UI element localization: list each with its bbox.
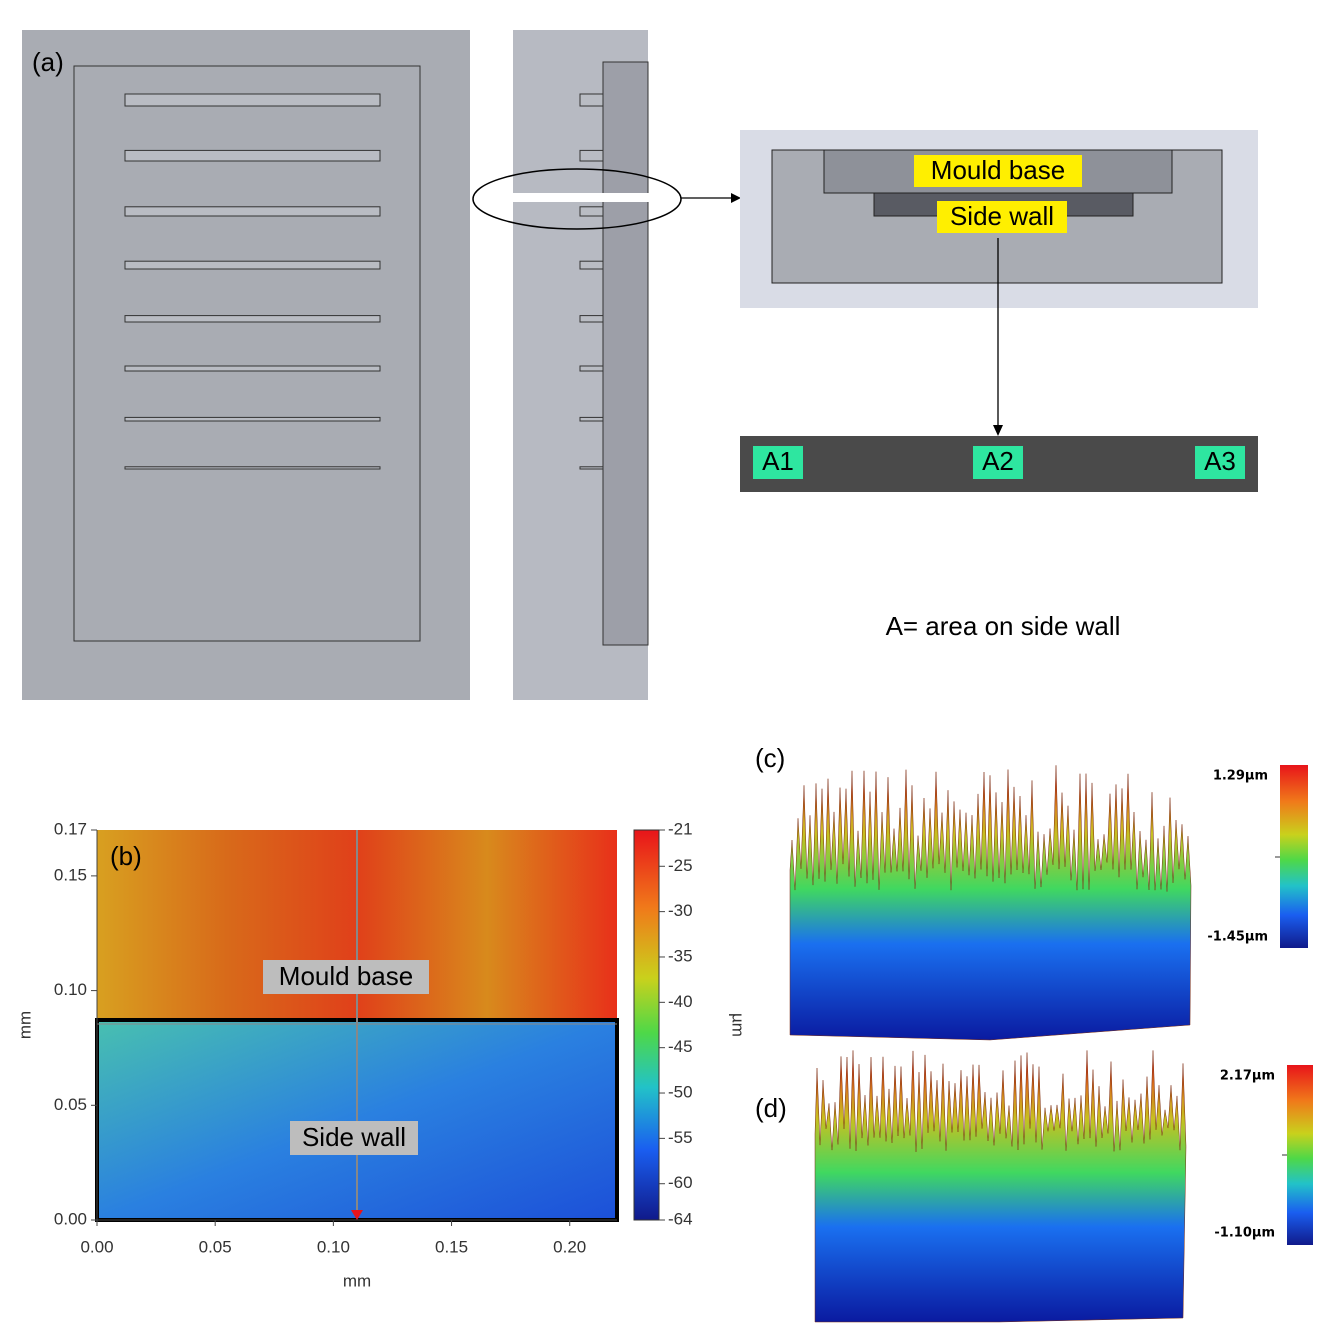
x-tick-label: 0.15 [435, 1237, 468, 1256]
slot [124, 466, 381, 470]
side-slot [579, 260, 604, 270]
colorbar-tick-label: -30 [668, 901, 693, 920]
mould-base-label: Mould base [931, 155, 1065, 185]
colorbar-unit: µm [729, 1013, 748, 1037]
side-slot [579, 416, 604, 422]
panel-label: (d) [755, 1093, 787, 1123]
colorbar-tick-label: -50 [668, 1083, 693, 1102]
colorbar-tick-label: -40 [668, 992, 693, 1011]
slot [124, 260, 381, 270]
label-bg [290, 1121, 418, 1155]
slot [124, 315, 381, 323]
slot [124, 365, 381, 372]
label-bg [263, 960, 429, 994]
axes: 0.00 0.05 0.10 0.15 0.20 0.00 0.05 0.10 0.15 0.17… [54, 819, 693, 1256]
slot [124, 149, 381, 162]
x-tick-label: 0.10 [317, 1237, 350, 1256]
x-axis-label: mm [343, 1271, 371, 1290]
area-label: A2 [982, 446, 1014, 476]
mould-inner [73, 65, 421, 642]
cut-line [498, 193, 650, 202]
side-slots [579, 93, 604, 470]
area-label: A3 [1204, 446, 1236, 476]
colorbar [1287, 1065, 1313, 1245]
colorbar-tick-label: -55 [668, 1128, 693, 1147]
x-tick-label: 0.00 [80, 1237, 113, 1256]
slot [124, 416, 381, 422]
area-bg [753, 446, 803, 479]
colorbar-tick-label: -45 [668, 1037, 693, 1056]
colorbar [633, 829, 660, 1221]
max-label: 2.17µm [1220, 1069, 1275, 1084]
colorbar-tick-label: -25 [668, 856, 693, 875]
y-tick-label: 0.15 [54, 865, 87, 884]
area-bg [1195, 446, 1245, 479]
side-plate [602, 61, 649, 646]
surface-3d [814, 1050, 1187, 1323]
side-wall-label: Side wall [950, 201, 1054, 231]
x-tick-label: 0.20 [553, 1237, 586, 1256]
side-slot [579, 206, 604, 217]
y-tick-label: 0.00 [54, 1209, 87, 1228]
panel-label: (c) [755, 743, 785, 773]
panel-label: (a) [32, 47, 64, 77]
marker [351, 1210, 363, 1220]
slots [124, 93, 381, 470]
colorbar-tick-label: -21 [668, 819, 693, 838]
side-slot [579, 149, 604, 162]
surface-3d [789, 765, 1192, 1041]
slot [124, 93, 381, 107]
colorbar-tick-label: -60 [668, 1173, 693, 1192]
arrow-head [731, 193, 741, 203]
label-bg [937, 201, 1067, 233]
arrow-head [993, 425, 1003, 436]
label-bg [914, 155, 1082, 187]
note: A= area on side wall [886, 611, 1121, 641]
side-slot [579, 315, 604, 323]
area-label: A1 [762, 446, 794, 476]
min-label: -1.45µm [1207, 930, 1268, 945]
colorbar-tick-label: -64 [668, 1209, 693, 1228]
colorbar [1280, 765, 1308, 948]
y-axis-label: mm [15, 1011, 34, 1039]
y-tick-label: 0.05 [54, 1095, 87, 1114]
area-bg [973, 446, 1023, 479]
colorbar-tick-label: -35 [668, 946, 693, 965]
x-tick-label: 0.05 [199, 1237, 232, 1256]
side-slot [579, 365, 604, 372]
min-label: -1.10µm [1214, 1226, 1275, 1241]
mould-base-label: Mould base [279, 961, 413, 991]
slot [124, 206, 381, 217]
max-label: 1.29µm [1213, 769, 1268, 784]
highlight-ellipse [472, 168, 682, 230]
areas: A1 A2 A3 [753, 446, 1245, 479]
side-wall-label: Side wall [302, 1122, 406, 1152]
panel-label: (b) [110, 841, 142, 871]
side-slot [579, 466, 604, 470]
y-tick-label: 0.17 [54, 819, 87, 838]
y-tick-label: 0.10 [54, 980, 87, 999]
side-slot [579, 93, 604, 107]
